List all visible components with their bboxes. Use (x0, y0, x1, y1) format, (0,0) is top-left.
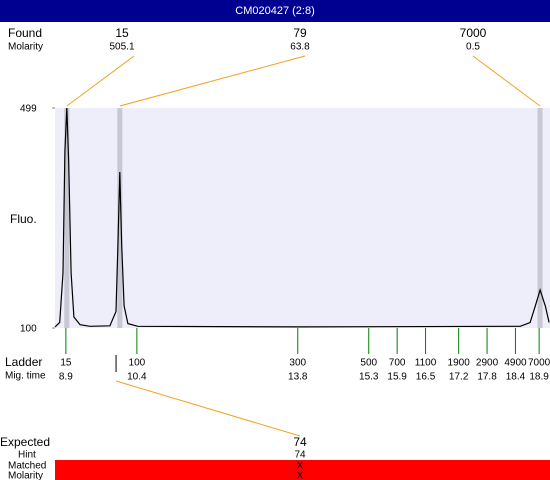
found-size: 79 (293, 26, 307, 40)
ladder-label: Ladder (5, 355, 42, 369)
peak-connector (119, 55, 306, 107)
mig-time: 18.4 (506, 372, 526, 383)
mig-time: 17.8 (477, 372, 497, 383)
found-size: 15 (115, 26, 129, 40)
trace (54, 107, 550, 328)
ladder-size: 7000 (528, 358, 550, 369)
ladder-size: 2900 (476, 358, 499, 369)
plot-area (55, 108, 550, 328)
mig-time: 10.4 (127, 372, 147, 383)
ladder-size: 700 (389, 358, 406, 369)
found-molarity: 505.1 (109, 42, 134, 53)
expected-connector (115, 380, 301, 437)
matched-value: X (297, 461, 304, 472)
mig-time: 15.9 (387, 372, 407, 383)
found-size: 7000 (460, 26, 487, 40)
mig-time: 8.9 (59, 372, 73, 383)
matched-bar (55, 460, 550, 480)
peak-band (64, 108, 70, 328)
mig-time: 15.3 (359, 372, 379, 383)
y-axis-label: Fluo. (10, 212, 37, 226)
ladder-size: 100 (129, 358, 146, 369)
title: CM020427 (2:8) (235, 5, 315, 17)
ladder-size: 1100 (415, 358, 437, 369)
peak-connector (66, 55, 135, 107)
mig-time-label: Mig. time (5, 371, 46, 382)
expected-label: Expected (0, 435, 50, 449)
matched-label: Matched (8, 461, 46, 472)
peak-band (537, 108, 543, 328)
y-tick-label: 499 (20, 104, 37, 115)
peak-connector (472, 55, 541, 107)
molarity-label: Molarity (8, 42, 43, 53)
mig-time: 13.8 (288, 372, 308, 383)
ladder-size: 15 (60, 358, 72, 369)
ladder-size: 1900 (448, 358, 471, 369)
mig-time: 16.5 (416, 372, 436, 383)
hint-value: 74 (294, 450, 306, 461)
title-bar (0, 0, 550, 22)
mig-time: 18.9 (529, 372, 549, 383)
y-tick-label: 100 (20, 324, 37, 335)
mig-time: 17.2 (449, 372, 469, 383)
hint-label: Hint (18, 450, 36, 461)
ladder-size: 300 (289, 358, 306, 369)
ladder-size: 500 (360, 358, 377, 369)
found-molarity: 0.5 (466, 42, 480, 53)
expected-molarity: X (297, 471, 304, 480)
peak-band (117, 108, 123, 328)
found-molarity: 63.8 (290, 42, 310, 53)
expected-size: 74 (293, 435, 307, 449)
expected-molarity-label: Molarity (8, 471, 43, 480)
ladder-size: 4900 (504, 358, 527, 369)
found-label: Found (8, 26, 42, 40)
